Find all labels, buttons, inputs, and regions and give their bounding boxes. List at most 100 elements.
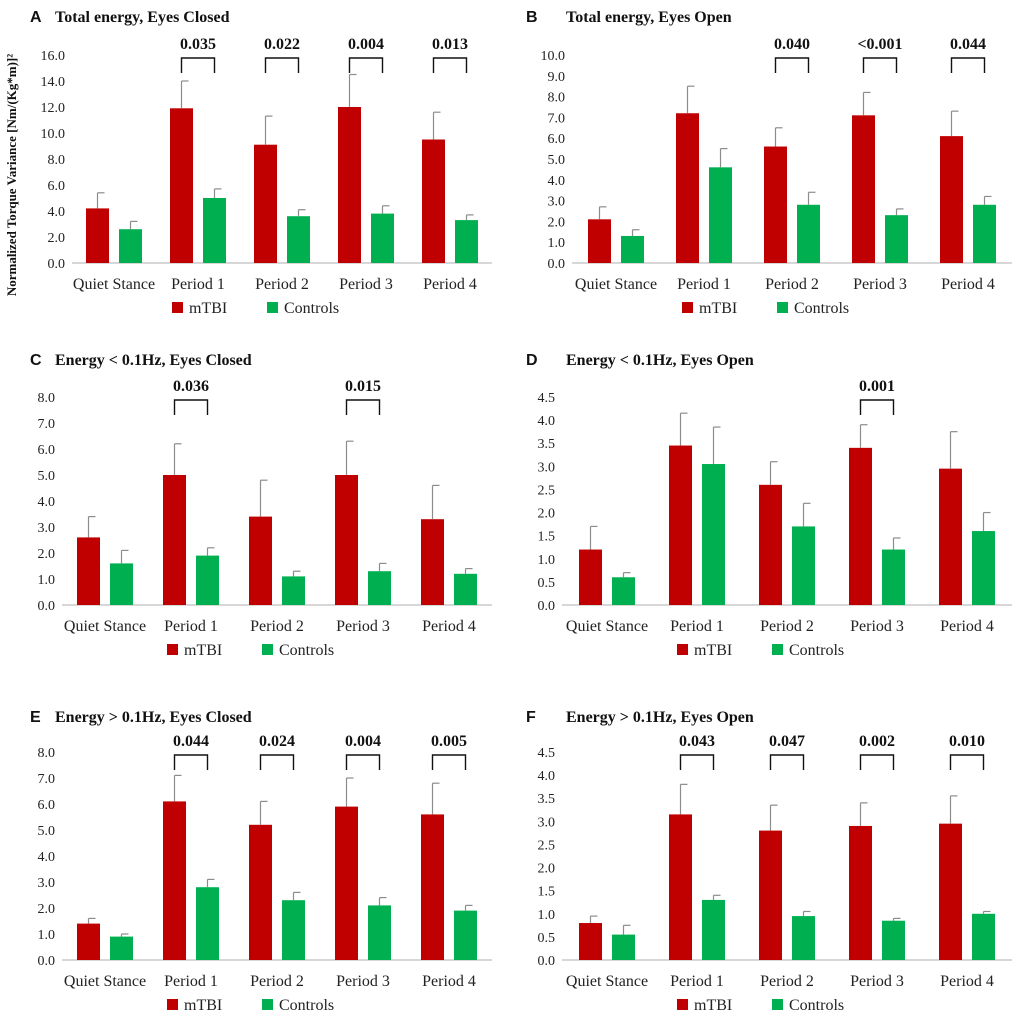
panel-a-title: Total energy, Eyes Closed — [55, 9, 230, 26]
panel-b-significance-bracket — [774, 57, 810, 73]
panel-d-bar-mtbi — [939, 468, 962, 605]
panel-a-ytick: 4.0 — [48, 205, 66, 220]
panel-a-bar-mtbi — [86, 208, 109, 263]
panel-e-p-value: 0.004 — [345, 733, 381, 750]
panel-f-ytick: 2.5 — [538, 838, 556, 853]
panel-c-legend-mtbi: mTBI — [184, 642, 222, 659]
panel-d-bar-mtbi — [669, 445, 692, 605]
panel-e-category-label: Period 2 — [250, 973, 304, 990]
panel-b-bar-controls — [621, 235, 644, 263]
panel-a-bar-mtbi — [254, 144, 277, 263]
panel-b-bar-mtbi — [676, 113, 699, 264]
panel-e-category-label: Period 4 — [422, 973, 476, 990]
panel-f-bar-mtbi — [669, 814, 692, 960]
panel-d-ytick: 0.5 — [538, 576, 556, 591]
panel-e-title: Energy > 0.1Hz, Eyes Closed — [55, 709, 252, 726]
panel-e-bar-controls — [368, 905, 391, 960]
panel-d-ytick: 4.0 — [538, 414, 556, 429]
panel-b-ytick: 7.0 — [548, 111, 566, 126]
panel-a-category-label: Period 3 — [339, 276, 393, 293]
panel-a-legend-controls: Controls — [284, 300, 339, 317]
panel-a-significance-bracket — [348, 57, 384, 73]
panel-c-significance-bracket — [345, 399, 381, 415]
panel-a-category-label: Period 1 — [171, 276, 225, 293]
panel-a-ytick: 16.0 — [41, 49, 66, 64]
panel-f-ytick: 0.5 — [538, 931, 556, 946]
panel-a-category-label: Period 2 — [255, 276, 309, 293]
panel-b-category-label: Period 3 — [853, 276, 907, 293]
panel-f-ytick: 0.0 — [538, 954, 556, 969]
panel-e-ytick: 2.0 — [38, 902, 56, 917]
panel-d-legend-controls: Controls — [789, 642, 844, 659]
panel-a-significance-bracket — [432, 57, 468, 73]
panel-a-legend-controls-swatch — [267, 302, 278, 313]
panel-b-ytick: 0.0 — [548, 257, 566, 272]
panel-c-ytick: 4.0 — [38, 495, 56, 510]
panel-e-legend-mtbi-swatch — [167, 999, 178, 1010]
panel-e-bar-mtbi — [249, 824, 272, 960]
panel-d-category-label: Quiet Stance — [566, 618, 648, 635]
panel-c-bar-mtbi — [249, 516, 272, 605]
panel-c-legend-controls: Controls — [279, 642, 334, 659]
panel-b-ytick: 1.0 — [548, 236, 566, 251]
panel-d-ytick: 2.0 — [538, 507, 556, 522]
panel-d-category-label: Period 4 — [940, 618, 994, 635]
panel-c-ytick: 3.0 — [38, 521, 56, 536]
panel-b-ytick: 6.0 — [548, 132, 566, 147]
panel-c-legend-controls-swatch — [262, 644, 273, 655]
panel-a-p-value: 0.035 — [180, 36, 216, 53]
panel-a-ytick: 0.0 — [48, 257, 66, 272]
panel-a-bar-controls — [287, 216, 310, 263]
panel-f-p-value: 0.002 — [859, 733, 895, 750]
panel-c-bar-mtbi — [421, 519, 444, 605]
panel-f-legend-mtbi: mTBI — [694, 997, 732, 1014]
panel-e-ytick: 5.0 — [38, 824, 56, 839]
panel-f-category-label: Period 4 — [940, 973, 994, 990]
panel-a-bar-controls — [203, 198, 226, 263]
panel-b-ytick: 10.0 — [541, 49, 566, 64]
panel-a-p-value: 0.013 — [432, 36, 468, 53]
panel-e-ytick: 0.0 — [38, 954, 56, 969]
panel-a-ytick: 8.0 — [48, 153, 66, 168]
panel-f-bar-controls — [702, 899, 725, 960]
panel-a-bar-mtbi — [422, 139, 445, 263]
panel-a-ytick: 6.0 — [48, 179, 66, 194]
panel-b-category-label: Quiet Stance — [575, 276, 657, 293]
panel-f-category-label: Quiet Stance — [566, 973, 648, 990]
panel-c-ytick: 2.0 — [38, 547, 56, 562]
panel-a-p-value: 0.022 — [264, 36, 300, 53]
panel-f-bar-mtbi — [579, 923, 602, 960]
panel-b-bar-mtbi — [764, 146, 787, 263]
panel-b-category-label: Period 2 — [765, 276, 819, 293]
panel-e-p-value: 0.005 — [431, 733, 467, 750]
panel-b-ytick: 2.0 — [548, 215, 566, 230]
panel-d-bar-mtbi — [579, 549, 602, 605]
panel-a-ytick: 14.0 — [41, 75, 66, 90]
panel-e-legend-mtbi: mTBI — [184, 997, 222, 1014]
panel-e-significance-bracket — [173, 754, 209, 770]
panel-e-bar-mtbi — [421, 814, 444, 960]
panel-d-bar-controls — [612, 577, 635, 605]
y-axis-label: Normalized Torque Variance [Nm/(Kg*m)]² — [4, 54, 19, 296]
panel-a-category-label: Quiet Stance — [73, 276, 155, 293]
panel-a-p-value: 0.004 — [348, 36, 384, 53]
panel-b-ytick: 3.0 — [548, 195, 566, 210]
panel-e-ytick: 7.0 — [38, 772, 56, 787]
panel-f-legend-mtbi-swatch — [677, 999, 688, 1010]
panel-d-ytick: 3.0 — [538, 460, 556, 475]
panel-f-bar-controls — [882, 920, 905, 960]
panel-c-ytick: 8.0 — [38, 391, 56, 406]
panel-e-category-label: Period 3 — [336, 973, 390, 990]
panel-c-category-label: Quiet Stance — [64, 618, 146, 635]
panel-f-ytick: 4.0 — [538, 769, 556, 784]
panel-f-bar-mtbi — [849, 825, 872, 960]
panel-d-ytick: 1.0 — [538, 553, 556, 568]
panel-d-bar-controls — [792, 526, 815, 605]
panel-c-category-label: Period 3 — [336, 618, 390, 635]
panel-c-category-label: Period 1 — [164, 618, 218, 635]
panel-e-bar-mtbi — [335, 806, 358, 960]
panel-e-category-label: Period 1 — [164, 973, 218, 990]
panel-c-p-value: 0.036 — [173, 378, 209, 395]
panel-f-bar-mtbi — [759, 830, 782, 960]
panel-f-bar-controls — [972, 913, 995, 960]
